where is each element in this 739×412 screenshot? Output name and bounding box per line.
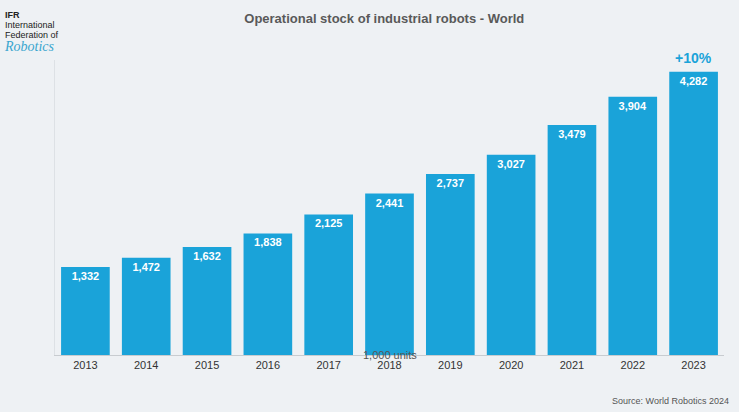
svg-text:1,000 units: 1,000 units [363, 349, 417, 361]
svg-text:2,737: 2,737 [437, 177, 465, 189]
svg-text:1,632: 1,632 [193, 250, 221, 262]
html-text:Robotics: Robotics [5, 39, 54, 54]
svg-text:4,282: 4,282 [680, 75, 708, 87]
html-text:International: International [5, 20, 55, 30]
svg-text:2014: 2014 [134, 359, 158, 371]
html-text:IFR: IFR [5, 10, 20, 20]
svg-text:2013: 2013 [73, 359, 97, 371]
svg-text:3,027: 3,027 [497, 158, 525, 170]
svg-text:3,904: 3,904 [619, 100, 647, 112]
svg-text:2020: 2020 [499, 359, 523, 371]
svg-text:2015: 2015 [195, 359, 219, 371]
svg-text:+10%: +10% [675, 50, 712, 66]
svg-text:2018: 2018 [377, 359, 401, 371]
svg-text:Operational stock of industria: Operational stock of industrial robots -… [244, 11, 524, 26]
svg-text:2017: 2017 [316, 359, 340, 371]
svg-text:2019: 2019 [438, 359, 462, 371]
html-text:Federation of: Federation of [5, 30, 58, 40]
svg-text:2021: 2021 [560, 359, 584, 371]
svg-text:2016: 2016 [256, 359, 280, 371]
svg-text:1,472: 1,472 [132, 261, 160, 273]
svg-text:1,838: 1,838 [254, 236, 282, 248]
svg-text:2022: 2022 [621, 359, 645, 371]
html-text:Source: World Robotics 2024: Source: World Robotics 2024 [612, 396, 729, 406]
svg-text:2,125: 2,125 [315, 217, 343, 229]
svg-text:2023: 2023 [681, 359, 705, 371]
svg-text:3,479: 3,479 [558, 128, 586, 140]
svg-text:1,332: 1,332 [72, 270, 100, 282]
svg-text:2,441: 2,441 [376, 197, 404, 209]
